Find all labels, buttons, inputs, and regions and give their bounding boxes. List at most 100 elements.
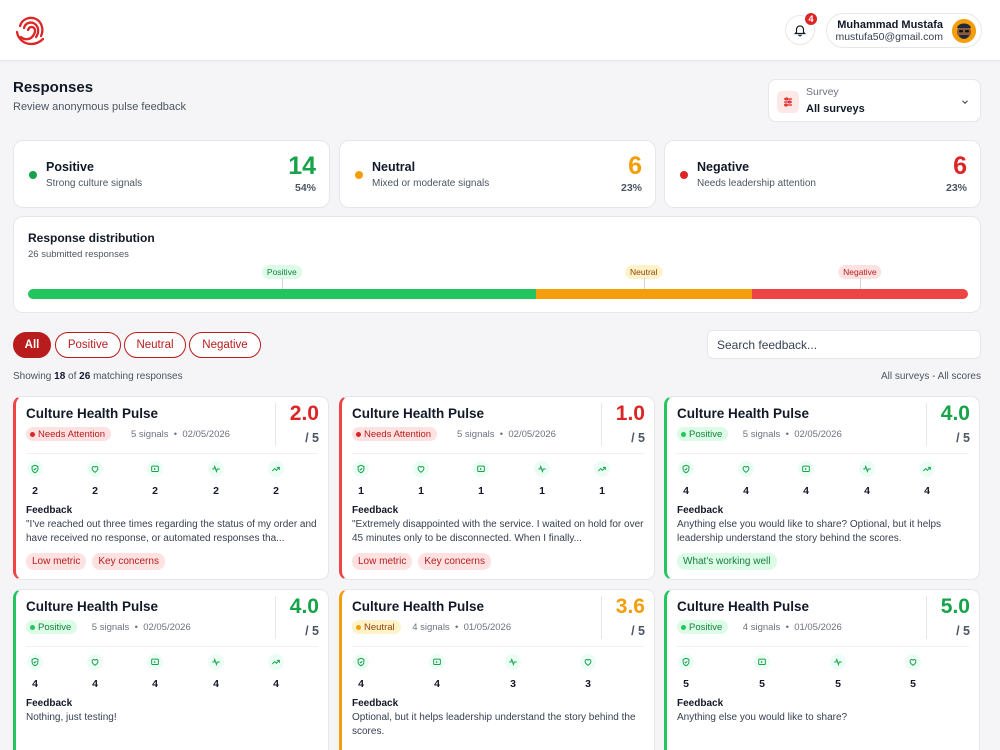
signal-count: 4 signals bbox=[742, 622, 781, 633]
filter-chip-neutral[interactable]: Neutral bbox=[124, 332, 186, 358]
response-card[interactable]: Culture Health Pulse 5.0 / 5 Positive 4 sign… bbox=[664, 589, 980, 750]
metric-value: 5 bbox=[759, 678, 765, 690]
positive-dot bbox=[29, 171, 37, 179]
card-date: 01/05/2026 bbox=[794, 622, 842, 633]
feedback-text: Anything else you would like to share? O… bbox=[677, 519, 942, 544]
metric-value: 1 bbox=[358, 485, 364, 497]
card-score: 4.0 bbox=[940, 402, 970, 425]
shield-icon bbox=[353, 461, 369, 477]
metric-value: 4 bbox=[683, 485, 689, 497]
card-score-denominator: / 5 bbox=[631, 624, 645, 638]
heart-icon bbox=[738, 461, 754, 477]
filter-scope: All surveys - All scores bbox=[880, 371, 981, 382]
feedback-text: Nothing, just testing! bbox=[26, 712, 117, 723]
shield-icon bbox=[27, 654, 43, 670]
status-label: Positive bbox=[689, 428, 723, 440]
user-menu[interactable]: Muhammad Mustafa mustufa50@gmail.com bbox=[826, 13, 982, 48]
response-card[interactable]: Culture Health Pulse 4.0 / 5 Positive 5 sign… bbox=[13, 589, 329, 750]
card-title: Culture Health Pulse bbox=[26, 406, 159, 421]
feedback-text: Anything else you would like to share? bbox=[677, 712, 848, 723]
metric-value: 4 bbox=[803, 485, 809, 497]
tag: Low metric bbox=[26, 553, 87, 570]
response-distribution-panel: Response distribution 26 submitted respo… bbox=[13, 216, 981, 313]
card-title: Culture Health Pulse bbox=[677, 599, 810, 614]
card-tags: What's working well bbox=[677, 553, 777, 570]
card-score: 1.0 bbox=[615, 402, 645, 425]
trend-icon bbox=[919, 461, 935, 477]
metric-value: 4 bbox=[32, 678, 38, 690]
message-icon bbox=[429, 654, 445, 670]
metric-value: 4 bbox=[92, 678, 98, 690]
total-count: 26 bbox=[79, 371, 91, 382]
pulse-icon bbox=[208, 461, 224, 477]
status-badge: Positive bbox=[677, 620, 729, 634]
card-score: 3.6 bbox=[615, 595, 645, 618]
metric-value: 1 bbox=[539, 485, 545, 497]
stat-label: Positive bbox=[46, 160, 94, 174]
metric-value: 5 bbox=[910, 678, 916, 690]
filter-chip-positive[interactable]: Positive bbox=[55, 332, 121, 358]
logo-icon[interactable] bbox=[12, 12, 48, 48]
pulse-icon bbox=[830, 654, 846, 670]
status-badge: Positive bbox=[677, 427, 729, 441]
feedback-label: Feedback bbox=[26, 698, 73, 709]
score-divider bbox=[926, 403, 927, 446]
status-dot bbox=[30, 624, 35, 630]
heart-icon bbox=[413, 461, 429, 477]
heart-icon bbox=[87, 461, 103, 477]
metric-value: 4 bbox=[152, 678, 158, 690]
search-input[interactable] bbox=[707, 330, 981, 359]
card-tags: Low metric Key concerns bbox=[26, 553, 165, 570]
metric-value: 2 bbox=[213, 485, 219, 497]
response-card[interactable]: Culture Health Pulse 1.0 / 5 Needs Attentio… bbox=[339, 396, 655, 580]
tag: Key concerns bbox=[418, 553, 491, 570]
score-divider bbox=[275, 596, 276, 639]
distribution-marker-negative: Negative bbox=[838, 265, 882, 279]
shown-count: 18 bbox=[54, 371, 66, 382]
metric-value: 5 bbox=[835, 678, 841, 690]
shield-icon bbox=[27, 461, 43, 477]
metric-value: 2 bbox=[92, 485, 98, 497]
card-divider bbox=[677, 646, 969, 647]
shield-icon bbox=[678, 461, 694, 477]
metric-value: 3 bbox=[585, 678, 591, 690]
filter-chip-negative[interactable]: Negative bbox=[189, 332, 261, 358]
negative-dot bbox=[680, 171, 688, 179]
card-title: Culture Health Pulse bbox=[352, 406, 485, 421]
card-divider bbox=[352, 646, 644, 647]
trend-icon bbox=[268, 461, 284, 477]
neutral-dot bbox=[355, 171, 363, 179]
of-label: of bbox=[68, 371, 77, 382]
response-card[interactable]: Culture Health Pulse 4.0 / 5 Positive 5 sign… bbox=[664, 396, 980, 580]
status-label: Positive bbox=[38, 621, 72, 633]
user-email: mustufa50@gmail.com bbox=[835, 31, 943, 43]
metric-value: 2 bbox=[152, 485, 158, 497]
metric-value: 1 bbox=[599, 485, 605, 497]
survey-select-label: Survey bbox=[806, 86, 839, 98]
stat-percent: 54% bbox=[294, 182, 316, 194]
filter-chip-all[interactable]: All bbox=[13, 332, 51, 358]
distribution-segment-negative bbox=[751, 289, 968, 299]
survey-select[interactable]: Survey All surveys bbox=[768, 79, 981, 122]
message-icon bbox=[147, 461, 163, 477]
pulse-icon bbox=[534, 461, 550, 477]
status-label: Needs Attention bbox=[364, 428, 432, 440]
tag: Key concerns bbox=[92, 553, 165, 570]
metric-value: 2 bbox=[32, 485, 38, 497]
distribution-marker-positive: Positive bbox=[261, 265, 302, 279]
stat-percent: 23% bbox=[620, 182, 642, 194]
status-label: Positive bbox=[689, 621, 723, 633]
trend-icon bbox=[268, 654, 284, 670]
metric-value: 4 bbox=[273, 678, 279, 690]
card-meta: 4 signals • 01/05/2026 bbox=[412, 622, 512, 633]
status-dot bbox=[30, 431, 35, 437]
avatar bbox=[952, 19, 976, 43]
card-score-denominator: / 5 bbox=[956, 624, 970, 638]
response-card[interactable]: Culture Health Pulse 2.0 / 5 Needs Attentio… bbox=[13, 396, 329, 580]
metric-value: 5 bbox=[683, 678, 689, 690]
metric-value: 4 bbox=[864, 485, 870, 497]
response-card[interactable]: Culture Health Pulse 3.6 / 5 Neutral 4 signa… bbox=[339, 589, 655, 750]
heart-icon bbox=[580, 654, 596, 670]
card-score-denominator: / 5 bbox=[956, 431, 970, 445]
feedback-text: "I've reached out three times regarding … bbox=[26, 519, 317, 544]
